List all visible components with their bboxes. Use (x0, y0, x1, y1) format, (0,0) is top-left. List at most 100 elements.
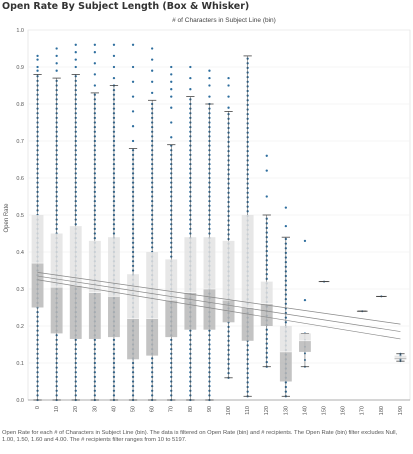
outlier-point (208, 95, 211, 98)
outlier-point (55, 54, 58, 58)
outlier-point (170, 73, 173, 76)
box-lower (31, 263, 44, 308)
x-tick-label: 180 (379, 406, 385, 415)
box-lower (299, 340, 311, 352)
box-upper (88, 240, 101, 293)
outlier-point (284, 206, 287, 209)
outlier-point (208, 84, 211, 87)
outlier-point (189, 76, 192, 80)
x-tick-label: 0 (35, 406, 41, 409)
y-tick-label: 0.4 (16, 250, 24, 256)
outlier-point (265, 169, 268, 172)
box-lower (108, 296, 120, 338)
outlier-point (170, 88, 173, 91)
outlier-point (112, 65, 116, 69)
outlier-point (303, 239, 307, 243)
x-axis-ticks: 0 10 20 30 40 50 60 70 80 90 100 110 120 130 140 150 160… (35, 406, 404, 415)
outlier-point (93, 62, 96, 65)
box-lower (394, 357, 407, 360)
outlier-point (151, 91, 154, 95)
box-upper (222, 240, 235, 301)
box-upper (146, 252, 159, 319)
outlier-point (189, 88, 192, 91)
outlier-point (151, 80, 154, 83)
y-tick-label: 0.5 (16, 213, 24, 219)
x-tick-label: 50 (131, 406, 137, 412)
box-upper (394, 355, 407, 358)
chart-caption: Open Rate for each # of Characters in Su… (2, 430, 398, 444)
outlier-point (93, 51, 96, 54)
x-tick-label: 70 (169, 406, 175, 412)
outlier-point (170, 136, 173, 139)
outlier-point (151, 69, 154, 72)
outlier-point (74, 43, 77, 46)
box-lower (88, 292, 101, 339)
outlier-point (131, 95, 135, 98)
outlier-point (284, 224, 287, 228)
box-upper (69, 226, 82, 286)
trend-line (37, 272, 401, 325)
box-lower (279, 351, 292, 382)
box-lower (146, 318, 159, 356)
y-tick-label: 0.1 (16, 361, 24, 367)
box-lower (184, 292, 197, 330)
y-axis-label: Open Rate (4, 203, 10, 233)
outlier-point (112, 76, 116, 80)
outlier-point (265, 195, 268, 198)
outlier-point (36, 65, 39, 69)
outlier-point (151, 47, 154, 50)
outlier-point (36, 54, 39, 58)
y-tick-label: 0.7 (16, 139, 24, 145)
box-upper (299, 333, 311, 341)
x-tick-label: 140 (302, 406, 308, 415)
outlier-point (74, 58, 77, 61)
box-upper (260, 281, 273, 304)
y-tick-label: 0.0 (16, 398, 24, 404)
outlier-point (208, 69, 211, 72)
y-tick-label: 0.2 (16, 324, 24, 330)
box-upper (50, 233, 63, 288)
box-upper (108, 237, 120, 297)
box-upper (184, 237, 197, 293)
outlier-point (55, 69, 58, 72)
outlier-point (36, 69, 39, 72)
x-tick-label: 100 (226, 406, 232, 415)
y-tick-label: 1.0 (16, 28, 24, 34)
x-tick-label: 10 (54, 406, 60, 412)
outlier-point (170, 121, 173, 124)
outlier-point (170, 80, 173, 83)
box-upper (127, 274, 139, 319)
outlier-point (170, 65, 173, 69)
x-tick-label: 30 (92, 406, 98, 412)
x-tick-label: 130 (283, 406, 289, 415)
chart-title: # of Characters in Subject Line (bin) (172, 17, 276, 24)
outlier-point (55, 62, 58, 65)
outlier-point (93, 73, 96, 76)
x-tick-label: 150 (322, 406, 328, 415)
outlier-point (93, 43, 96, 46)
outlier-point (227, 84, 230, 87)
outlier-point (131, 110, 135, 113)
x-tick-label: 20 (73, 406, 79, 412)
outlier-point (112, 54, 116, 58)
outlier-point (55, 47, 58, 50)
trend-line (37, 279, 401, 340)
trend-line (37, 275, 401, 332)
x-tick-label: 40 (111, 406, 117, 412)
outlier-point (303, 298, 307, 302)
outlier-point (74, 65, 77, 69)
box-lower (203, 289, 216, 330)
box-upper (203, 237, 216, 289)
data-points (36, 43, 402, 402)
boxes (31, 55, 407, 401)
outlier-point (112, 43, 116, 46)
x-tick-label: 170 (360, 406, 366, 415)
outlier-point (189, 65, 192, 69)
box-lower (69, 285, 82, 339)
x-tick-label: 90 (207, 406, 213, 412)
y-tick-label: 0.9 (16, 65, 24, 71)
outlier-point (151, 58, 154, 61)
outlier-point (131, 80, 135, 83)
box-lower (50, 287, 63, 334)
box-lower (165, 300, 178, 338)
